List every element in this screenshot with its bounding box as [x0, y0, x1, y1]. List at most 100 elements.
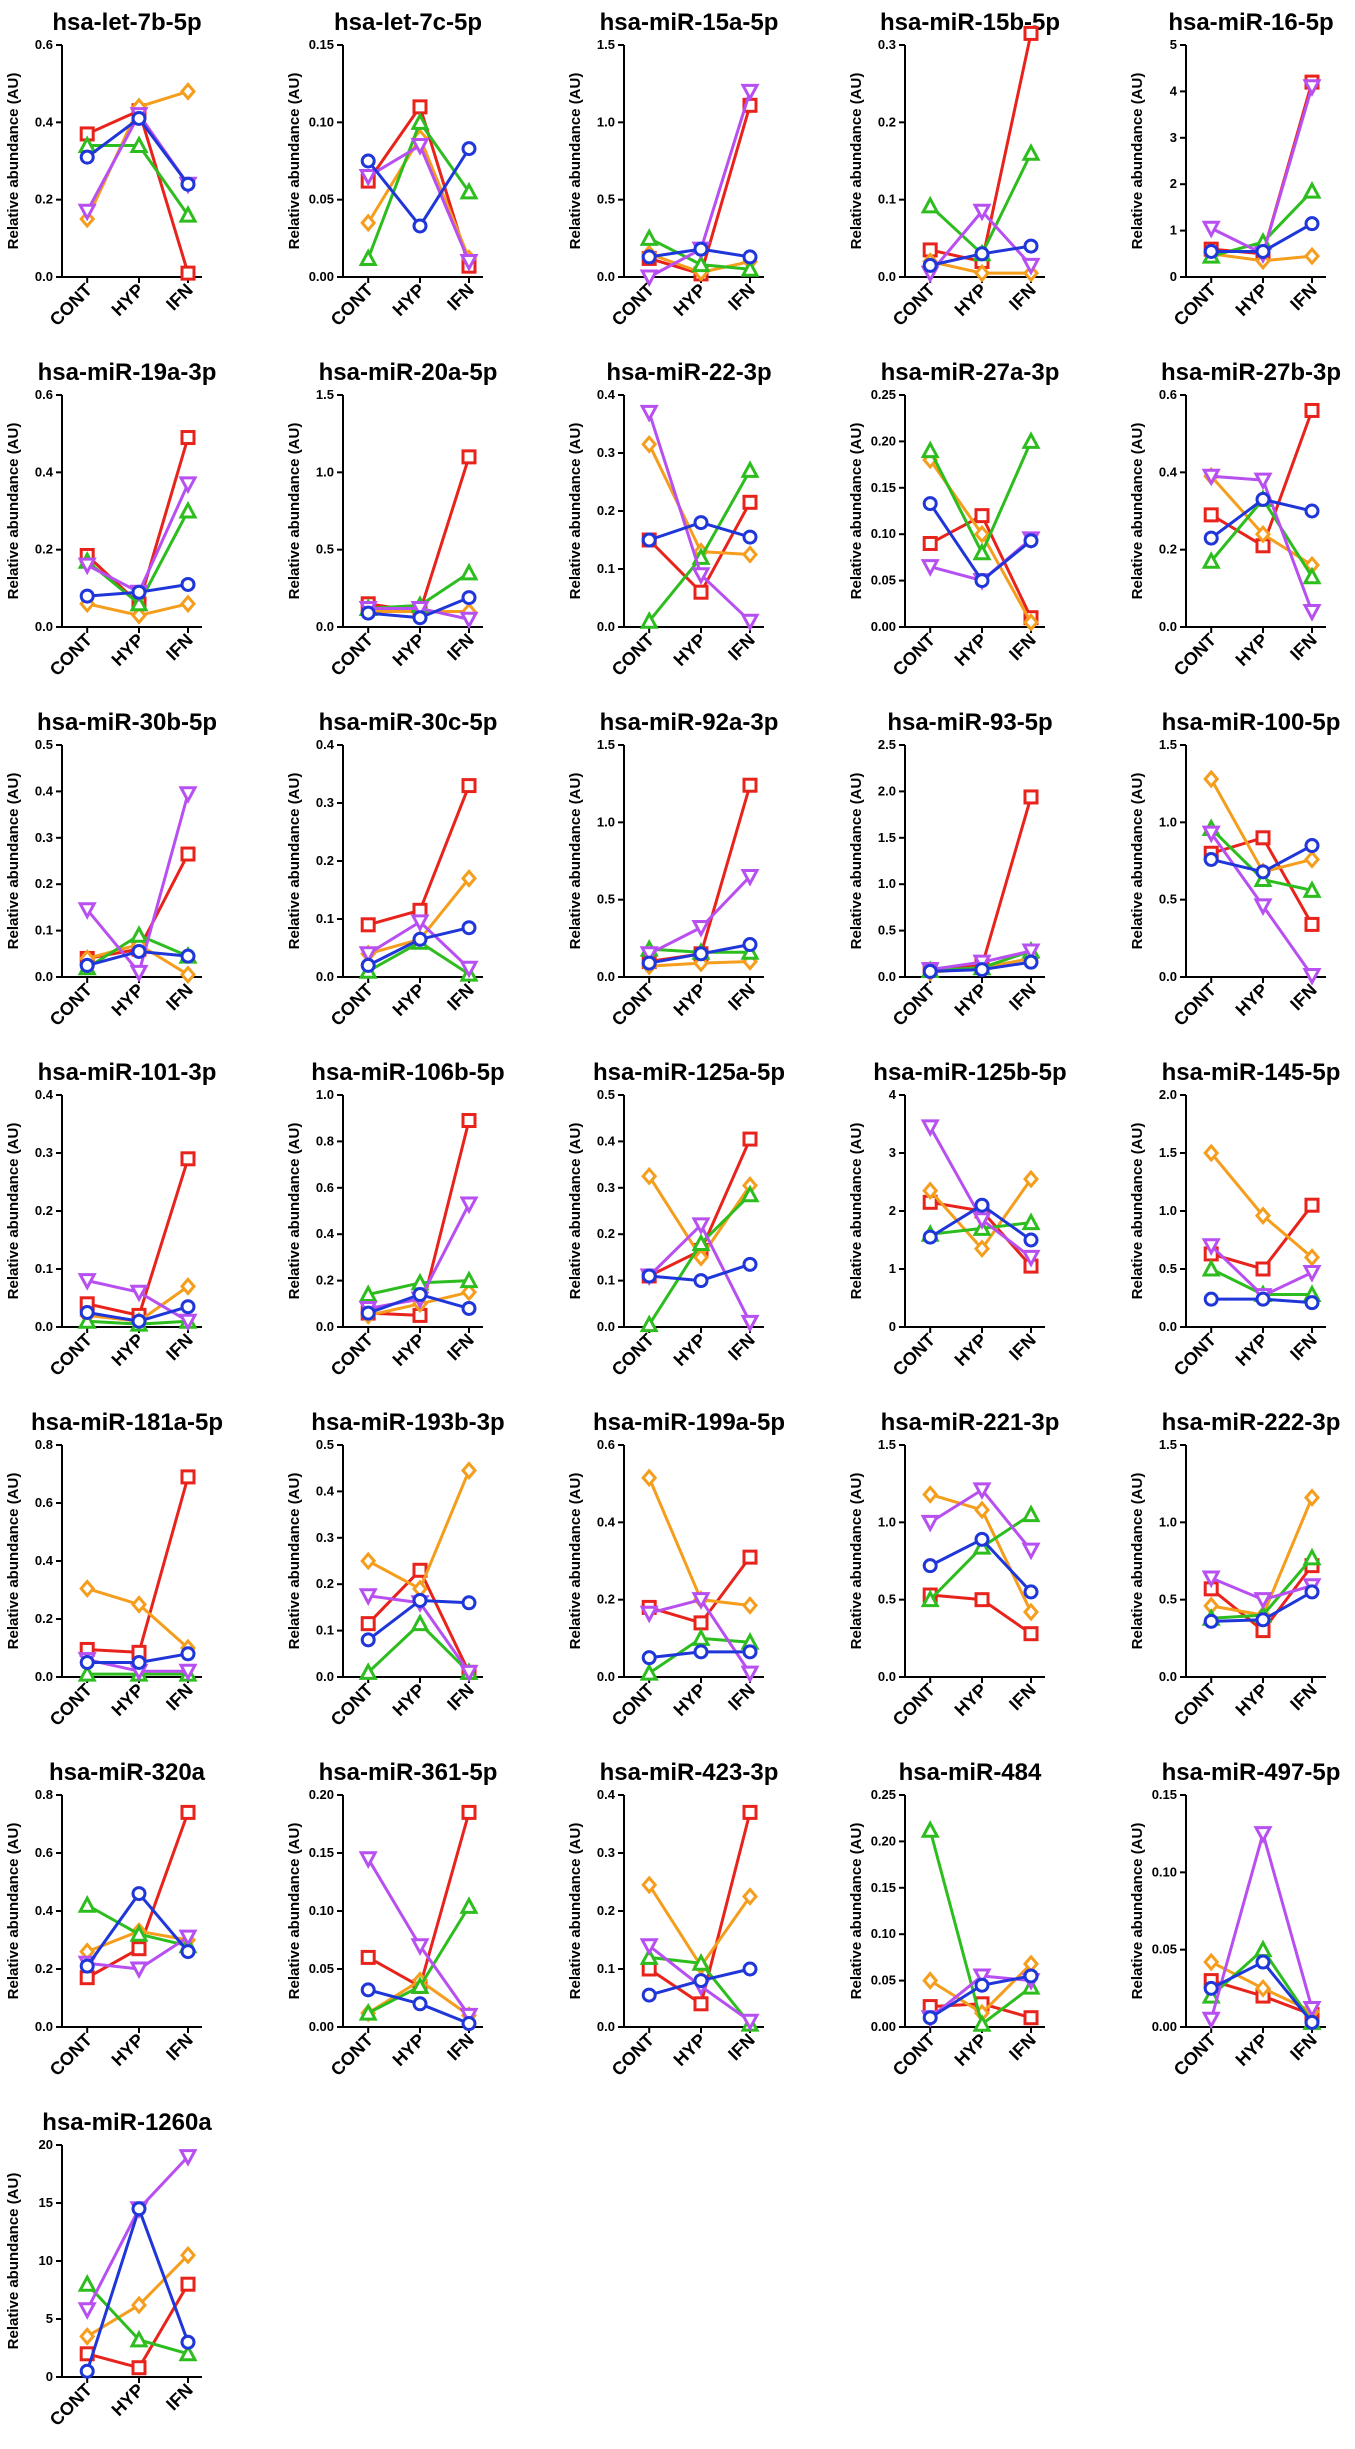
x-tick-label-cont: CONT [46, 2380, 96, 2430]
y-tick-label: 0.1 [316, 1623, 334, 1638]
y-tick-label: 0.0 [316, 1319, 334, 1334]
data-point-green [129, 1924, 149, 1942]
x-tick-label-hyp: HYP [108, 2030, 148, 2070]
data-point-green [691, 1233, 711, 1251]
y-tick-label: 0.00 [309, 269, 334, 284]
data-point-red [412, 1562, 428, 1578]
x-tick-label-ifn: IFN [1005, 980, 1040, 1015]
series-line-orange [647, 1477, 751, 1607]
data-point-blue [922, 963, 938, 979]
panel-hsa-miR-1260a: hsa-miR-1260a Relative abundance (AU) 0 5 10… [5, 2109, 212, 2430]
x-tick-label-hyp: HYP [951, 630, 991, 670]
data-point-blue [461, 920, 477, 936]
data-point-purple [972, 1482, 992, 1501]
series-line-purple [85, 2155, 190, 2311]
chart-title: hsa-miR-16-5p [1168, 9, 1333, 36]
x-tick-label-hyp: HYP [108, 1680, 148, 1720]
y-tick-label: 1.0 [316, 1087, 334, 1102]
data-point-blue [360, 957, 376, 973]
data-point-orange [1023, 1169, 1039, 1189]
y-tick-label: 1.0 [597, 114, 615, 129]
data-point-blue [1255, 1612, 1271, 1628]
data-point-blue [131, 943, 147, 959]
x-tick-label-cont: CONT [889, 1330, 939, 1380]
data-point-purple [1302, 1264, 1322, 1283]
data-point-red [131, 1941, 147, 1957]
data-point-red [1304, 1197, 1320, 1213]
chart-title: hsa-miR-106b-5p [311, 1059, 504, 1086]
data-point-orange [180, 82, 196, 101]
y-tick-label: 0.25 [871, 1787, 896, 1802]
data-point-blue [131, 1313, 147, 1329]
x-tick-label-cont: CONT [46, 2030, 96, 2080]
data-point-blue [742, 249, 758, 265]
chart-title: hsa-miR-125b-5p [873, 1059, 1066, 1086]
data-point-blue [1203, 1291, 1219, 1307]
y-tick-label: 0.0 [597, 2019, 615, 2034]
y-tick-label: 2.0 [1159, 1087, 1177, 1102]
panel-hsa-miR-145-5p: hsa-miR-145-5p Relative abundance (AU) 0.0… [1129, 1059, 1340, 1380]
y-tick-label: 0.3 [316, 795, 334, 810]
data-point-orange [131, 606, 147, 625]
x-tick-label-ifn: IFN [162, 630, 197, 665]
y-axis-label: Relative abundance (AU) [1129, 73, 1146, 250]
data-point-purple [410, 914, 430, 933]
y-tick-label: 2.5 [878, 737, 896, 752]
series-line-orange [1209, 778, 1313, 874]
data-point-blue [412, 610, 428, 626]
x-tick-label-hyp: HYP [389, 1680, 429, 1720]
chart-title: hsa-miR-145-5p [1162, 1059, 1341, 1086]
y-tick-label: 0.0 [316, 969, 334, 984]
y-tick-label: 0.2 [316, 1273, 334, 1288]
y-tick-label: 0.3 [316, 1530, 334, 1545]
data-point-red [1023, 2010, 1039, 2026]
chart-title: hsa-miR-30c-5p [319, 709, 498, 736]
chart-title: hsa-miR-199a-5p [593, 1409, 785, 1436]
data-point-purple [1253, 1592, 1273, 1610]
data-point-red [180, 265, 196, 281]
data-point-blue [641, 249, 657, 265]
panel-hsa-miR-320a: hsa-miR-320a Relative abundance (AU) 0.0 0.… [5, 1759, 206, 2080]
y-tick-label: 0.1 [316, 911, 334, 926]
data-point-green [691, 1953, 711, 1971]
y-tick-label: 0.6 [35, 1845, 53, 1860]
x-tick-label-hyp: HYP [951, 280, 991, 320]
data-point-purple [1021, 257, 1041, 276]
y-tick-label: 0.8 [316, 1133, 334, 1148]
data-point-orange [461, 869, 477, 888]
chart-title: hsa-let-7c-5p [334, 9, 482, 36]
panel-hsa-miR-15a-5p: hsa-miR-15a-5p Relative abundance (AU) 0.0… [567, 9, 778, 330]
y-tick-label: 0.0 [878, 269, 896, 284]
y-tick-label: 0.3 [35, 1145, 53, 1160]
chart-title: hsa-miR-22-3p [606, 359, 771, 386]
data-point-blue [742, 529, 758, 545]
x-tick-label-cont: CONT [889, 980, 939, 1030]
series-line-purple [648, 875, 752, 956]
x-tick-label-hyp: HYP [389, 1330, 429, 1370]
y-tick-label: 0.4 [35, 1903, 54, 1918]
data-point-blue [922, 1229, 938, 1245]
data-point-green [639, 1662, 659, 1681]
data-point-green [77, 2274, 97, 2292]
data-point-purple [410, 138, 430, 156]
x-tick-label-hyp: HYP [670, 280, 710, 320]
y-tick-label: 0.4 [35, 1087, 54, 1102]
data-point-purple [459, 960, 479, 979]
y-tick-label: 0.4 [316, 1483, 335, 1498]
data-point-green [459, 1270, 479, 1289]
y-tick-label: 0.0 [35, 2019, 53, 2034]
chart-title: hsa-miR-93-5p [887, 709, 1052, 736]
y-tick-label: 0.2 [316, 853, 334, 868]
data-point-blue [922, 2010, 938, 2026]
data-point-red [180, 846, 196, 862]
data-point-blue [974, 1197, 990, 1213]
data-point-red [1023, 789, 1039, 805]
y-axis-label: Relative abundance (AU) [848, 73, 865, 250]
data-point-green [920, 195, 940, 214]
data-point-purple [740, 613, 760, 632]
y-axis-label: Relative abundance (AU) [567, 1823, 584, 2000]
x-tick-label-cont: CONT [608, 2030, 658, 2080]
y-axis-label: Relative abundance (AU) [1129, 1823, 1146, 2000]
x-tick-label-ifn: IFN [724, 1680, 759, 1715]
